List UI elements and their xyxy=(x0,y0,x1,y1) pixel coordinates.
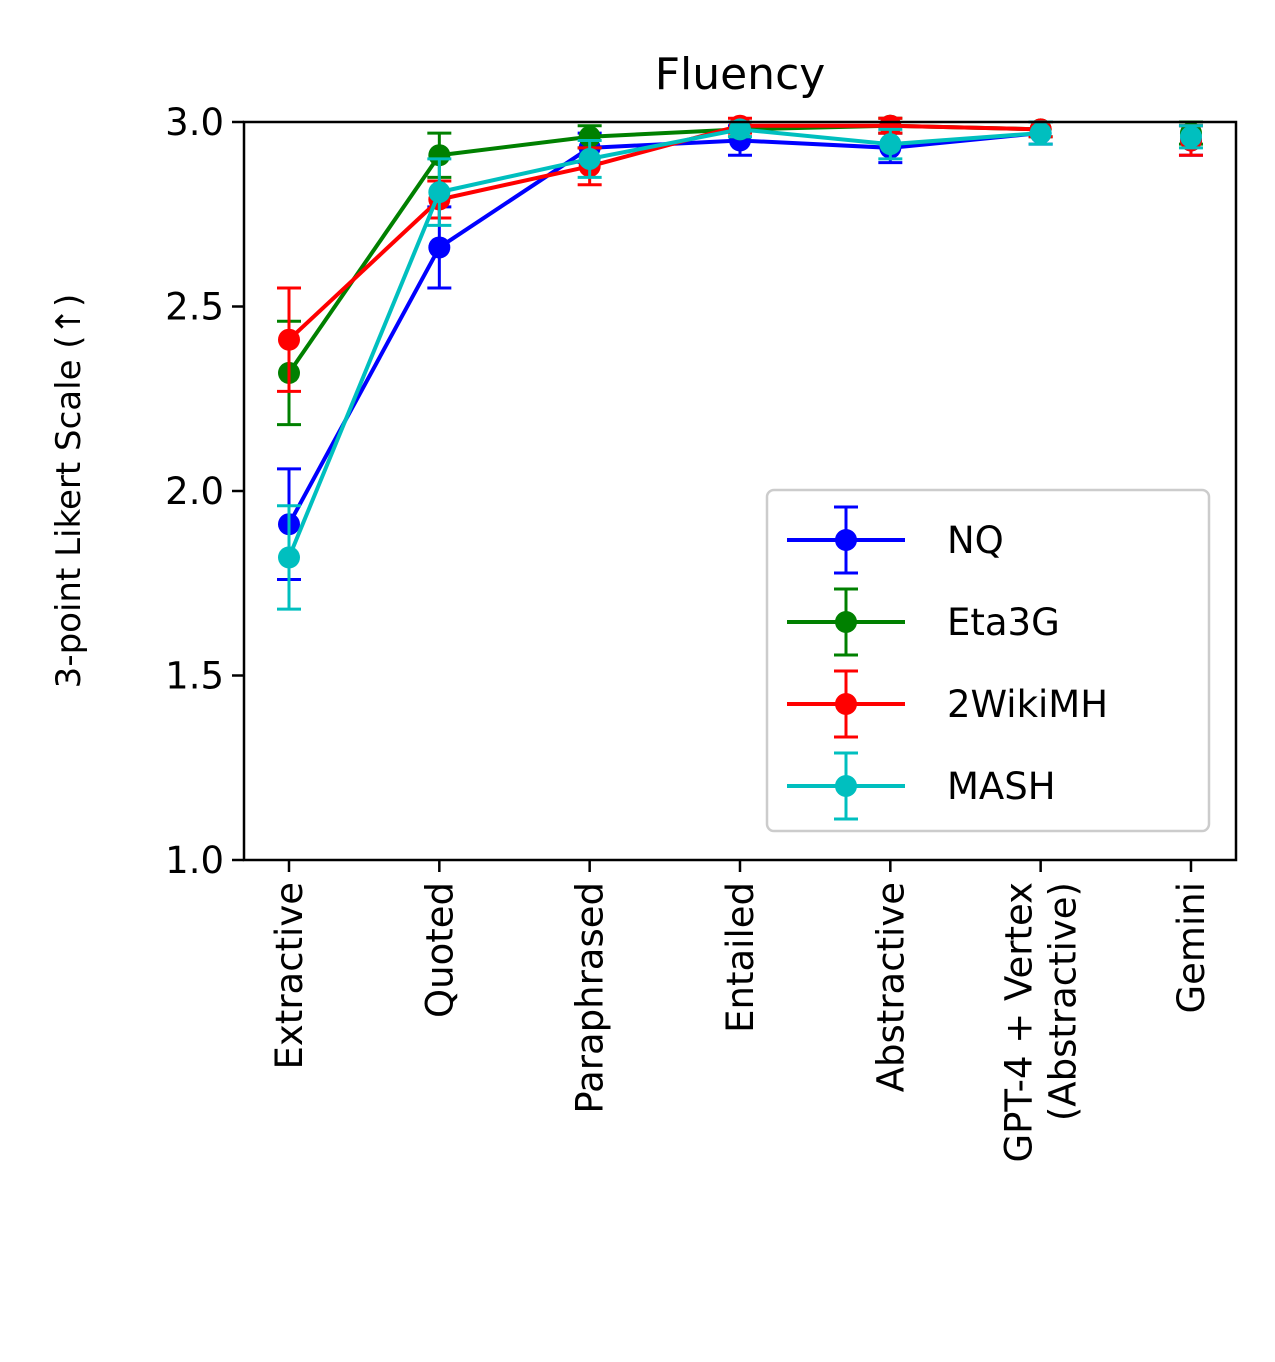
data-point xyxy=(278,328,300,351)
x-tick-label: Abstractive xyxy=(869,882,912,1092)
plot-area xyxy=(277,114,1203,611)
series-line-segment xyxy=(439,134,590,158)
x-tick-label: Extractive xyxy=(268,882,311,1069)
x-tick-label: Paraphrased xyxy=(569,882,612,1114)
data-point xyxy=(578,147,601,170)
series-line-segment xyxy=(438,156,591,195)
x-tick-label: Gemini xyxy=(1170,882,1213,1014)
legend-swatch-marker xyxy=(835,529,857,551)
legend-swatch-marker xyxy=(835,693,857,715)
data-point xyxy=(879,114,902,137)
data-point xyxy=(278,546,300,569)
data-point xyxy=(879,133,902,156)
series-line-segment xyxy=(589,127,741,161)
legend-swatch-marker xyxy=(835,775,857,797)
y-axis: 1.0 1.5 2.0 2.5 3.0 xyxy=(165,101,244,882)
legend-label: MASH xyxy=(947,765,1056,808)
series-line-segment xyxy=(287,154,441,375)
x-tick-label: (Abstractive) xyxy=(1042,882,1085,1121)
data-point xyxy=(1029,122,1052,145)
y-tick-label: 2.5 xyxy=(165,286,224,329)
data-point xyxy=(1179,125,1202,148)
series-line-segment xyxy=(890,131,1041,147)
y-tick-label: 2.0 xyxy=(165,470,224,513)
legend-label: Eta3G xyxy=(947,601,1060,644)
series-line-segment xyxy=(287,191,442,559)
legend-label: 2WikiMH xyxy=(947,683,1108,726)
series-line-segment xyxy=(739,138,891,150)
series-MASH xyxy=(277,118,1203,611)
data-point xyxy=(578,125,601,148)
series-line-segment xyxy=(890,123,1041,132)
legend: NQ Eta3G 2WikiMH MASH xyxy=(765,488,1211,833)
y-axis-label: 3-point Likert Scale (↑) xyxy=(49,294,89,689)
legend-label: NQ xyxy=(947,519,1004,562)
y-tick-label: 3.0 xyxy=(165,101,224,144)
series-line-segment xyxy=(438,164,591,202)
legend-swatch-marker xyxy=(835,611,857,633)
legend-box xyxy=(765,488,1211,833)
x-tick-label: GPT-4 + Vertex xyxy=(998,882,1041,1163)
x-tick-label: Quoted xyxy=(418,882,461,1018)
data-point xyxy=(428,144,451,167)
series-line-segment xyxy=(739,127,891,147)
series-line-segment xyxy=(287,198,441,342)
y-tick-label: 1.0 xyxy=(165,839,224,882)
series-line-segment xyxy=(287,246,442,526)
data-point xyxy=(728,118,751,141)
y-tick-label: 1.5 xyxy=(165,655,224,698)
data-point xyxy=(428,236,451,259)
series-Eta3G xyxy=(277,114,1203,427)
data-point xyxy=(428,181,451,204)
chart-title: Fluency xyxy=(655,49,826,100)
x-tick-label: Entailed xyxy=(719,882,762,1033)
x-axis: Extractive Quoted Paraphrased Entailed Abstr… xyxy=(268,860,1213,1163)
